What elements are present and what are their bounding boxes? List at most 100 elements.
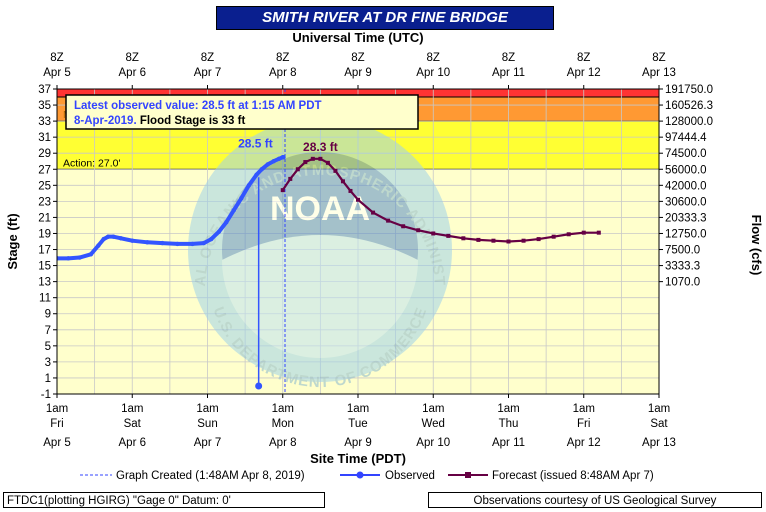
- y-tick-label: 29: [38, 148, 51, 160]
- observed-dropout-point: [255, 382, 263, 390]
- forecast-point: [386, 218, 391, 223]
- forecast-point: [461, 236, 466, 241]
- y-axis-title: Stage (ft): [5, 213, 20, 269]
- flow-tick-label: 191750.0: [665, 84, 713, 96]
- flow-tick-label: 97444.4: [665, 132, 707, 144]
- forecast-point: [340, 179, 345, 184]
- flood-stage-note: Flood Stage is 33 ft: [137, 115, 246, 127]
- flow-tick-label: 160526.3: [665, 100, 713, 112]
- bottom-tick-date: Apr 7: [194, 437, 222, 449]
- observed-point: [276, 156, 282, 162]
- y-tick-label: 23: [38, 196, 51, 208]
- forecast-point: [303, 160, 308, 165]
- forecast-point: [401, 224, 406, 229]
- top-tick-time: 8Z: [126, 52, 139, 64]
- noaa-logo-text: NOAA: [270, 190, 370, 228]
- top-axis-title: Universal Time (UTC): [292, 30, 423, 45]
- bottom-tick-dow: Fri: [50, 418, 63, 430]
- forecast-point: [295, 167, 300, 172]
- forecast-point: [356, 197, 360, 202]
- bottom-tick-time: 1am: [422, 403, 444, 415]
- legend-forecast-label: Forecast (issued 8:48AM Apr 7): [492, 470, 654, 482]
- flow-tick-label: 1070.0: [665, 277, 700, 289]
- y-tick-label: 3: [45, 357, 51, 369]
- observed-point: [66, 256, 71, 261]
- y-tick-label: 27: [38, 164, 51, 176]
- y-tick-label: 7: [45, 325, 51, 337]
- top-tick-time: 8Z: [50, 52, 63, 64]
- top-tick-time: 8Z: [351, 52, 364, 64]
- observed-point: [246, 183, 252, 188]
- legend-forecast-marker: [465, 472, 471, 478]
- bottom-tick-date: Apr 12: [567, 437, 601, 449]
- top-tick-time: 8Z: [427, 52, 440, 64]
- latest-value-date: 8-Apr-2019.: [74, 115, 137, 127]
- observed-point: [118, 236, 124, 241]
- top-tick-date: Apr 6: [119, 67, 147, 79]
- flow-tick-label: 3333.3: [665, 261, 700, 273]
- y-tick-label: -1: [41, 389, 51, 401]
- bottom-tick-date: Apr 8: [269, 437, 297, 449]
- bottom-tick-dow: Sat: [650, 418, 668, 430]
- y-tick-label: 5: [45, 341, 51, 353]
- top-tick-time: 8Z: [577, 52, 590, 64]
- bottom-tick-date: Apr 11: [492, 437, 525, 449]
- bottom-tick-time: 1am: [46, 403, 68, 415]
- bottom-tick-dow: Thu: [499, 418, 519, 430]
- observed-point: [224, 220, 229, 225]
- forecast-point: [596, 230, 601, 235]
- bottom-tick-date: Apr 10: [416, 437, 450, 449]
- forecast-point: [416, 228, 421, 233]
- y-tick-label: 31: [38, 132, 51, 144]
- legend-observed-marker: [356, 471, 364, 479]
- latest-value-line2: 8-Apr-2019. Flood Stage is 33 ft: [74, 115, 245, 127]
- observed-peak-label: 28.5 ft: [238, 137, 273, 151]
- y-tick-label: 11: [39, 293, 51, 305]
- top-tick-date: Apr 13: [642, 67, 676, 79]
- observed-point: [239, 195, 244, 201]
- bottom-tick-dow: Fri: [577, 418, 590, 430]
- y-tick-label: 21: [38, 212, 51, 224]
- observed-point: [145, 240, 150, 245]
- flow-tick-label: 56000.0: [665, 164, 707, 176]
- footer-datum-note: FTDC1(plotting HGIRG) "Gage 0" Datum: 0': [3, 492, 325, 508]
- observed-point: [254, 172, 259, 178]
- latest-value-box: [65, 94, 419, 130]
- observed-point: [88, 252, 94, 257]
- forecast-point: [431, 231, 436, 236]
- forecast-point: [333, 168, 338, 173]
- y-tick-label: 25: [38, 180, 51, 192]
- forecast-point: [521, 238, 526, 243]
- top-tick-date: Apr 9: [344, 67, 372, 79]
- forecast-point: [288, 176, 293, 181]
- forecast-point: [280, 188, 285, 193]
- y-tick-label: 15: [38, 261, 51, 273]
- bottom-tick-time: 1am: [272, 403, 294, 415]
- forecast-point: [566, 232, 571, 237]
- y-tick-label: 13: [38, 277, 51, 289]
- bottom-tick-date: Apr 5: [43, 437, 71, 449]
- bottom-tick-dow: Sun: [197, 418, 217, 430]
- forecast-point: [506, 239, 511, 244]
- flow-tick-label: 42000.0: [665, 180, 707, 192]
- bottom-tick-dow: Sat: [124, 418, 142, 430]
- forecast-point: [310, 156, 315, 161]
- observed-point: [96, 243, 101, 248]
- top-tick-date: Apr 5: [43, 67, 71, 79]
- bottom-tick-time: 1am: [497, 403, 519, 415]
- observed-point: [105, 234, 111, 239]
- top-tick-date: Apr 7: [194, 67, 222, 79]
- noaa-seal-gull: [222, 235, 418, 358]
- flow-tick-label: 12750.0: [665, 228, 707, 240]
- flow-tick-label: 20333.3: [665, 212, 707, 224]
- flow-tick-label: 128000.0: [665, 116, 713, 128]
- y-tick-label: 37: [38, 84, 51, 96]
- forecast-point: [446, 233, 451, 238]
- forecast-peak-label: 28.3 ft: [303, 140, 338, 154]
- forecast-point: [371, 210, 376, 215]
- y-tick-label: 9: [45, 309, 51, 321]
- forecast-point: [476, 237, 481, 242]
- observed-point: [209, 236, 214, 242]
- top-tick-time: 8Z: [276, 52, 289, 64]
- top-tick-time: 8Z: [201, 52, 214, 64]
